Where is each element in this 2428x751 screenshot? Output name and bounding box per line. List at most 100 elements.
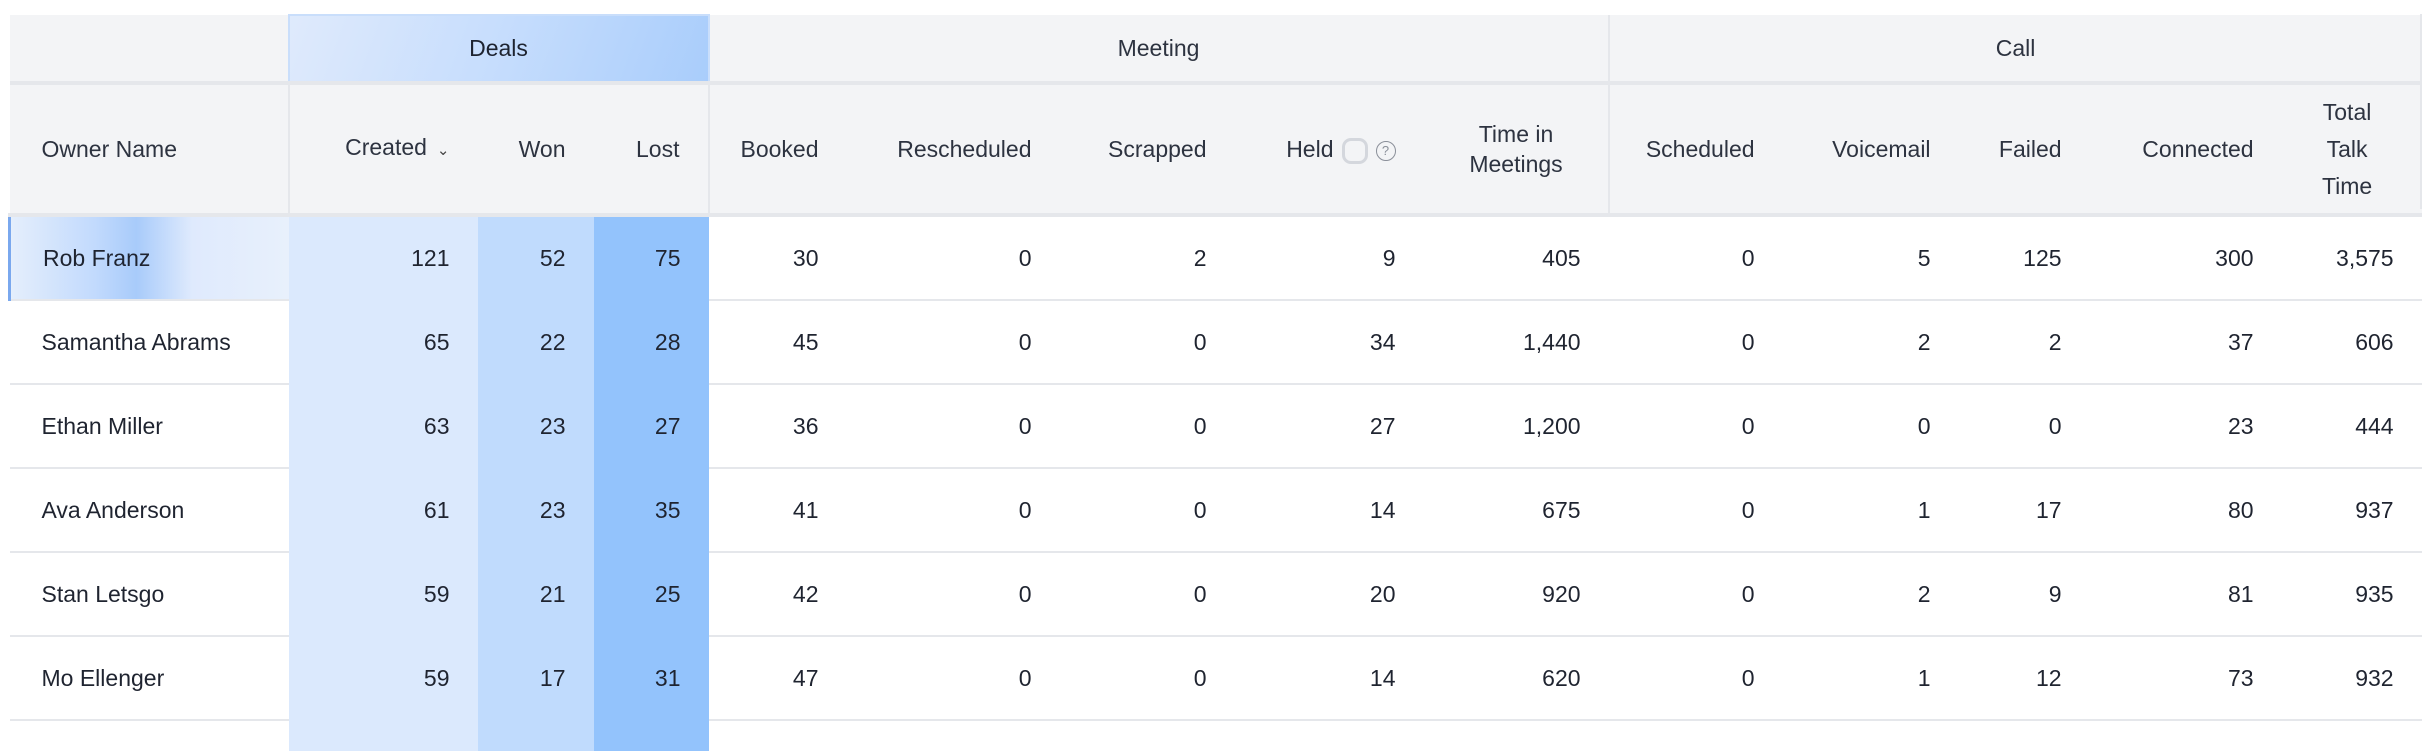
column-header-connected[interactable]: Connected <box>2089 83 2282 217</box>
cell-created: 65 <box>288 300 478 385</box>
cell-voicemail: 2 <box>1782 552 1959 637</box>
filler-cell <box>2090 720 2282 751</box>
cell-total-talk-time: 606 <box>2281 300 2422 385</box>
cell-connected: 80 <box>2089 468 2282 553</box>
cell-held: 34 <box>1234 300 1424 385</box>
filler-cell <box>1783 720 1959 751</box>
cell-failed: 17 <box>1958 468 2090 553</box>
cell-owner-name[interactable]: Samantha Abrams <box>9 300 289 385</box>
column-header-won[interactable]: Won <box>477 83 594 217</box>
group-header-call[interactable]: Call <box>1607 15 2422 85</box>
filler-cell <box>288 720 478 751</box>
cell-time-in-meetings: 405 <box>1423 215 1609 301</box>
column-header-booked[interactable]: Booked <box>707 83 847 217</box>
cell-won: 23 <box>477 384 594 469</box>
cell-scrapped: 0 <box>1059 300 1235 385</box>
held-toggle-icon[interactable] <box>1341 137 1368 164</box>
cell-voicemail: 2 <box>1782 300 1959 385</box>
cell-held: 14 <box>1234 636 1424 721</box>
filler-cell <box>1060 720 1235 751</box>
question-circle-icon[interactable]: ? <box>1375 140 1396 161</box>
column-header-held[interactable]: Held? <box>1234 83 1424 217</box>
column-header-lost[interactable]: Lost <box>593 83 709 217</box>
group-header-deals[interactable]: Deals <box>287 14 710 85</box>
cell-won: 21 <box>477 552 594 637</box>
cell-failed: 9 <box>1958 552 2090 637</box>
table-row[interactable]: Samantha Abrams 65 22 28 45 0 0 34 1,440 0 2 2 37 606 <box>9 300 2422 385</box>
header-line: Total <box>2322 98 2372 125</box>
cell-connected: 37 <box>2089 300 2282 385</box>
cell-total-talk-time: 3,575 <box>2281 215 2422 301</box>
chevron-down-icon[interactable]: ⌄ <box>436 142 450 159</box>
column-header-failed[interactable]: Failed <box>1958 83 2090 217</box>
cell-connected: 300 <box>2089 215 2282 301</box>
cell-time-in-meetings: 920 <box>1423 552 1609 637</box>
cell-created: 59 <box>288 636 478 721</box>
cell-lost: 27 <box>593 384 709 469</box>
header-line: Talk <box>2326 135 2368 162</box>
column-header-time-in-meetings[interactable]: Time in Meetings <box>1423 83 1609 217</box>
header-line: Time <box>2321 172 2373 199</box>
cell-owner-name[interactable]: Stan Letsgo <box>9 552 289 637</box>
column-header-scheduled[interactable]: Scheduled <box>1607 83 1783 217</box>
cell-lost: 75 <box>593 215 709 301</box>
cell-held: 20 <box>1234 552 1424 637</box>
cell-booked: 36 <box>708 384 847 469</box>
table-row[interactable]: Ava Anderson 61 23 35 41 0 0 14 675 0 1 17 80 937 <box>9 468 2422 553</box>
cell-owner-name[interactable]: Ava Anderson <box>9 468 289 553</box>
cell-connected: 73 <box>2089 636 2282 721</box>
header-line: Meetings <box>1469 151 1563 177</box>
table-row[interactable]: Ethan Miller 63 23 27 36 0 0 27 1,200 0 0 0 23 444 <box>9 384 2422 469</box>
cell-voicemail: 1 <box>1782 636 1959 721</box>
deals-filler-row <box>10 720 2422 751</box>
cell-voicemail: 1 <box>1782 468 1959 553</box>
cell-owner-name[interactable]: Rob Franz <box>8 215 289 301</box>
cell-created: 61 <box>288 468 478 553</box>
cell-scheduled: 0 <box>1608 384 1783 469</box>
cell-failed: 0 <box>1958 384 2090 469</box>
filler-cell <box>1959 720 2090 751</box>
cell-won: 23 <box>477 468 594 553</box>
column-header-scrapped[interactable]: Scrapped <box>1059 83 1235 217</box>
cell-lost: 35 <box>593 468 709 553</box>
cell-created: 121 <box>288 215 478 301</box>
column-header-total-talk-time[interactable]: Total Talk Time <box>2281 83 2422 217</box>
cell-owner-name[interactable]: Mo Ellenger <box>9 636 289 721</box>
cell-scrapped: 0 <box>1059 384 1235 469</box>
cell-won: 22 <box>477 300 594 385</box>
cell-rescheduled: 0 <box>846 384 1060 469</box>
cell-created: 63 <box>288 384 478 469</box>
cell-won: 52 <box>477 215 594 301</box>
cell-voicemail: 5 <box>1782 215 1959 301</box>
cell-held: 14 <box>1234 468 1424 553</box>
cell-scrapped: 2 <box>1059 215 1235 301</box>
cell-scheduled: 0 <box>1608 552 1783 637</box>
cell-scheduled: 0 <box>1608 300 1783 385</box>
filler-cell <box>709 720 847 751</box>
filler-cell <box>1235 720 1424 751</box>
cell-scheduled: 0 <box>1608 636 1783 721</box>
cell-booked: 47 <box>708 636 847 721</box>
cell-rescheduled: 0 <box>846 468 1060 553</box>
cell-owner-name[interactable]: Ethan Miller <box>9 384 289 469</box>
group-header-meeting[interactable]: Meeting <box>707 15 1609 85</box>
table-row[interactable]: Stan Letsgo 59 21 25 42 0 0 20 920 0 2 9 81 935 <box>9 552 2422 637</box>
cell-voicemail: 0 <box>1782 384 1959 469</box>
column-header-rescheduled[interactable]: Rescheduled <box>846 83 1060 217</box>
cell-time-in-meetings: 1,440 <box>1423 300 1609 385</box>
cell-rescheduled: 0 <box>846 552 1060 637</box>
table-row[interactable]: Rob Franz 121 52 75 30 0 2 9 405 0 5 125 300 3,575 <box>8 215 2422 301</box>
filler-cell <box>593 720 709 751</box>
cell-connected: 23 <box>2089 384 2282 469</box>
filler-cell <box>847 720 1060 751</box>
cell-won: 17 <box>477 636 594 721</box>
column-header-voicemail[interactable]: Voicemail <box>1782 83 1959 217</box>
column-header-created[interactable]: Created ⌄ <box>287 83 478 217</box>
cell-failed: 2 <box>1958 300 2090 385</box>
cell-lost: 25 <box>593 552 709 637</box>
column-header-owner-name[interactable]: Owner Name <box>9 83 289 217</box>
cell-connected: 81 <box>2089 552 2282 637</box>
cell-scrapped: 0 <box>1059 552 1235 637</box>
table-row[interactable]: Mo Ellenger 59 17 31 47 0 0 14 620 0 1 12 73 932 <box>9 636 2422 721</box>
group-header-empty <box>9 15 289 85</box>
